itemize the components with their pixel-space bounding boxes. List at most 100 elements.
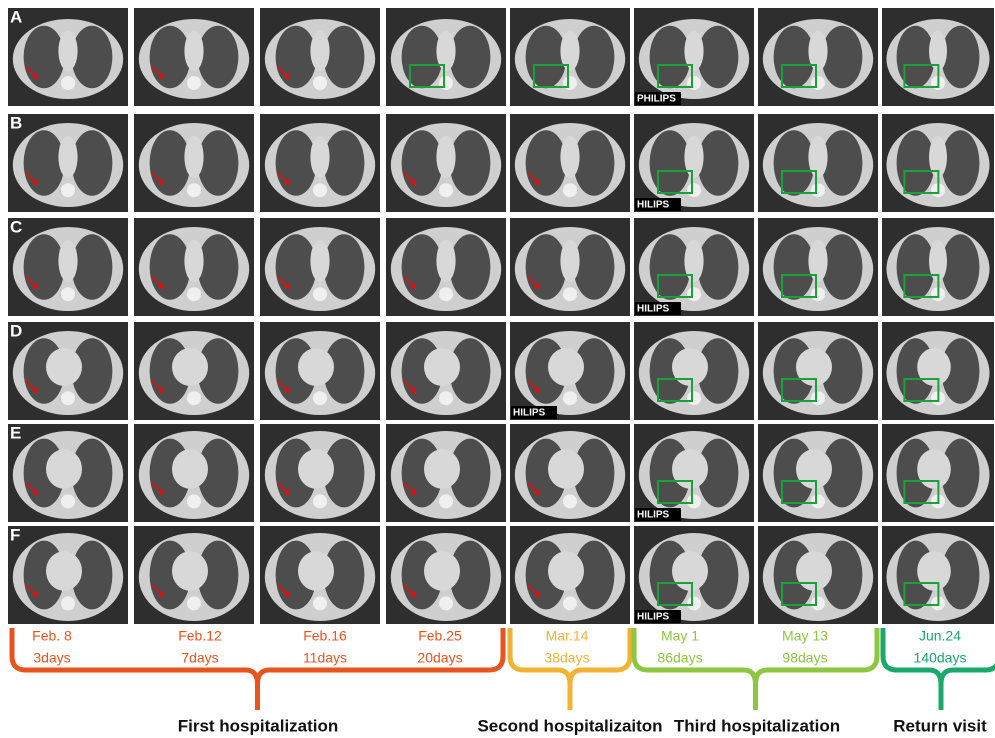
heart [917, 449, 951, 489]
lung-left [774, 234, 815, 300]
figure: APHILIPSBHILIPSCHILIPSDHILIPSEHILIPSFHIL… [0, 0, 995, 738]
mediastinum [58, 240, 77, 282]
spine [439, 391, 453, 405]
ct-scan [386, 424, 506, 522]
ct-scan: D [8, 321, 128, 420]
row-label: E [10, 423, 21, 442]
ct-scan: HILIPS [634, 218, 754, 316]
lung-left [150, 234, 191, 300]
row-label: C [10, 217, 22, 236]
ct-scan: B [8, 113, 128, 212]
lung-left [402, 26, 443, 88]
date-label: Jun.24 [919, 628, 961, 644]
lung-right [822, 130, 863, 196]
lung-right [574, 26, 615, 88]
lung-right [324, 26, 365, 88]
ct-scan [134, 526, 254, 624]
days-label: 11days [303, 650, 347, 666]
spine [187, 391, 201, 405]
lung-left [150, 130, 191, 196]
date-label: Feb.12 [178, 628, 222, 644]
ct-scan [260, 424, 380, 522]
heart [172, 551, 208, 591]
days-label: 86days [657, 650, 702, 666]
mediastinum [436, 136, 455, 178]
spine [811, 391, 825, 405]
lung-right [450, 26, 491, 88]
spine [687, 391, 701, 405]
spine [313, 596, 327, 610]
spine [439, 287, 453, 301]
spine [61, 287, 75, 301]
spine [811, 183, 825, 197]
ct-scan: HILIPS [510, 322, 630, 420]
spine [563, 494, 577, 508]
ct-scan [758, 114, 878, 212]
lung-right [72, 26, 113, 88]
days-label: 20days [417, 650, 462, 666]
row-label: F [10, 525, 20, 544]
group-label: Return visit [893, 716, 987, 735]
ct-scan: C [8, 217, 128, 316]
lung-right [324, 234, 365, 300]
spine [61, 596, 75, 610]
lung-left [402, 234, 443, 300]
ct-scan [260, 8, 380, 106]
date-label: Mar.14 [546, 628, 589, 644]
spine [439, 183, 453, 197]
date-label: Feb.25 [418, 628, 462, 644]
days-label: 38days [544, 650, 589, 666]
lung-right [574, 234, 615, 300]
spine [439, 494, 453, 508]
heart [298, 449, 334, 489]
lung-right [574, 130, 615, 196]
mediastinum [58, 31, 77, 71]
lung-right [72, 234, 113, 300]
watermark: HILIPS [637, 510, 670, 521]
spine [187, 183, 201, 197]
lung-right [198, 130, 239, 196]
ct-scan [134, 218, 254, 316]
heart [796, 449, 832, 489]
ct-scan [260, 114, 380, 212]
date-label: May 1 [661, 628, 699, 644]
lung-left [774, 26, 815, 88]
mediastinum [184, 240, 203, 282]
group-label: First hospitalization [178, 716, 339, 735]
mediastinum [560, 240, 579, 282]
heart [796, 348, 832, 386]
lung-right [698, 130, 739, 196]
ct-scan [386, 218, 506, 316]
days-label: 140days [914, 650, 967, 666]
lung-left [897, 234, 935, 300]
ct-scan: A [8, 7, 128, 106]
lung-left [24, 26, 65, 88]
spine [687, 596, 701, 610]
lung-left [774, 130, 815, 196]
ct-scan [882, 424, 994, 522]
ct-scan [758, 322, 878, 420]
mediastinum [184, 136, 203, 178]
ct-scan: HILIPS [634, 424, 754, 522]
ct-scan [510, 8, 630, 106]
ct-scan [882, 114, 994, 212]
spine [61, 183, 75, 197]
ct-scan [758, 218, 878, 316]
lung-right [822, 234, 863, 300]
lung-left [24, 234, 65, 300]
mediastinum [436, 240, 455, 282]
ct-scan [510, 218, 630, 316]
ct-scan [134, 114, 254, 212]
ct-scan [510, 424, 630, 522]
lung-right [941, 130, 979, 196]
spine [563, 596, 577, 610]
heart [672, 551, 708, 591]
lung-left [150, 26, 191, 88]
mediastinum [310, 31, 329, 71]
heart [548, 551, 584, 591]
spine [811, 596, 825, 610]
lung-left [650, 234, 691, 300]
spine [563, 183, 577, 197]
heart [548, 348, 584, 386]
watermark: HILIPS [637, 612, 670, 623]
